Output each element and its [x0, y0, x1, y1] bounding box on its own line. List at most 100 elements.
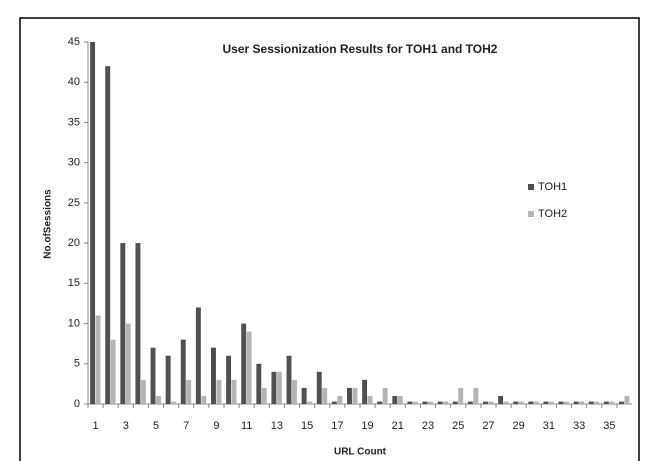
bar — [120, 243, 126, 404]
bar — [412, 401, 418, 404]
x-tick-label: 27 — [482, 420, 494, 432]
y-tick-label: 40 — [68, 76, 80, 88]
bar — [498, 395, 504, 404]
legend-label: TOH1 — [538, 181, 567, 193]
x-tick-label: 21 — [392, 420, 404, 432]
bar — [382, 387, 388, 404]
bar — [276, 371, 282, 404]
bar — [473, 387, 479, 404]
x-tick-label: 33 — [573, 420, 585, 432]
bar — [211, 347, 216, 404]
chart-title: User Sessionization Results for TOH1 and… — [223, 42, 498, 56]
bar — [352, 387, 358, 404]
bar — [301, 387, 307, 404]
legend-swatch — [528, 184, 534, 190]
bar — [226, 355, 232, 404]
bar — [558, 401, 564, 404]
x-tick-label: 7 — [183, 420, 189, 432]
bar — [594, 401, 600, 404]
bar — [125, 323, 131, 404]
bar — [483, 401, 488, 404]
bar — [513, 401, 519, 404]
x-tick-label: 3 — [123, 420, 129, 432]
bar — [201, 395, 207, 404]
bar — [165, 355, 171, 404]
bar — [271, 371, 277, 404]
bar — [458, 387, 464, 404]
bar — [392, 395, 398, 404]
bar — [467, 401, 473, 404]
bar — [518, 401, 524, 404]
bar — [140, 379, 146, 404]
y-tick-label: 5 — [74, 358, 80, 370]
bar — [241, 323, 247, 404]
bar — [156, 395, 161, 404]
bar — [105, 66, 111, 404]
bar — [564, 401, 569, 404]
bar — [195, 307, 201, 404]
bar — [528, 401, 534, 404]
bar — [292, 379, 297, 404]
bar — [347, 387, 352, 404]
bar — [573, 401, 579, 404]
y-tick-label: 15 — [68, 277, 80, 289]
bar — [186, 379, 192, 404]
x-tick-label: 23 — [422, 420, 434, 432]
x-tick-label: 13 — [271, 420, 283, 432]
bar — [603, 401, 609, 404]
bar — [171, 401, 177, 404]
bar — [503, 401, 509, 404]
bar — [619, 401, 624, 404]
bar — [437, 401, 443, 404]
x-tick-label: 29 — [513, 420, 525, 432]
x-tick-label: 11 — [241, 420, 252, 432]
bar — [579, 401, 585, 404]
x-tick-label: 9 — [213, 420, 219, 432]
bar — [367, 395, 373, 404]
x-tick-label: 1 — [92, 420, 98, 432]
bar — [407, 401, 413, 404]
bar — [180, 339, 186, 404]
bar — [452, 401, 458, 404]
bar — [246, 331, 252, 404]
bar — [443, 401, 449, 404]
x-tick-label: 15 — [301, 420, 313, 432]
bar — [428, 401, 433, 404]
y-tick-label: 25 — [68, 197, 80, 209]
bar — [307, 401, 313, 404]
bar — [337, 395, 343, 404]
bar — [90, 42, 96, 404]
bar — [543, 401, 549, 404]
bar — [286, 355, 292, 404]
bar — [135, 243, 141, 404]
y-tick-label: 20 — [68, 237, 80, 249]
x-tick-label: 17 — [331, 420, 343, 432]
bar — [397, 395, 403, 404]
legend-swatch — [528, 211, 534, 217]
bar — [422, 401, 428, 404]
x-tick-label: 25 — [452, 420, 464, 432]
bar — [150, 347, 156, 404]
bar — [362, 379, 368, 404]
x-tick-label: 31 — [543, 420, 555, 432]
bar — [95, 315, 101, 404]
bar — [216, 379, 222, 404]
bar — [609, 401, 615, 404]
y-axis-label: No.ofSessions — [43, 189, 54, 259]
y-tick-label: 35 — [68, 116, 80, 128]
bar — [261, 387, 267, 404]
bar — [533, 401, 539, 404]
bar — [548, 401, 554, 404]
bar — [316, 371, 322, 404]
bar — [110, 339, 116, 404]
x-axis-label: URL Count — [334, 447, 387, 458]
bar — [588, 401, 594, 404]
y-tick-label: 45 — [68, 36, 80, 48]
bar — [322, 387, 328, 404]
x-tick-label: 35 — [603, 420, 615, 432]
legend-label: TOH2 — [538, 208, 567, 220]
x-tick-label: 19 — [361, 420, 373, 432]
bar — [231, 379, 237, 404]
bar — [488, 401, 494, 404]
